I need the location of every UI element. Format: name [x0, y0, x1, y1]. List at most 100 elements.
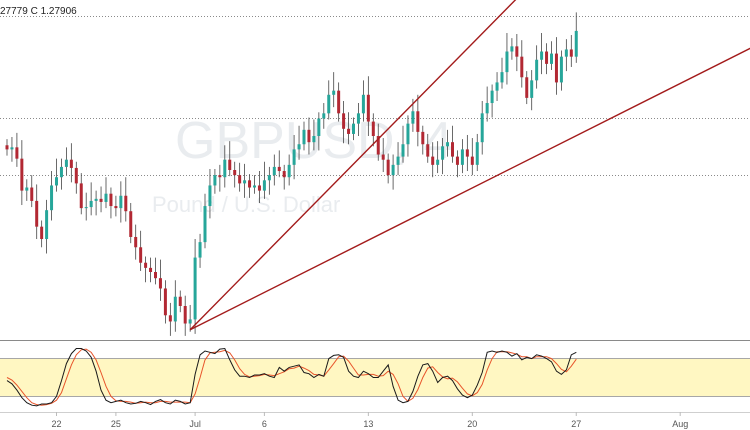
- candle-body-up: [490, 90, 494, 104]
- candle: [366, 76, 370, 136]
- candle: [446, 129, 450, 157]
- candle: [406, 115, 410, 157]
- candle: [421, 125, 425, 155]
- candle: [292, 134, 296, 180]
- candle: [391, 154, 395, 190]
- candle-body-up: [495, 82, 499, 91]
- candle-body-up: [505, 51, 509, 73]
- candle-body-up: [287, 164, 291, 178]
- candle-body-down: [149, 267, 153, 272]
- candle: [564, 39, 568, 72]
- candle: [327, 80, 331, 120]
- candle: [134, 224, 138, 260]
- candle-body-up: [50, 185, 54, 211]
- candle-body-down: [455, 156, 459, 165]
- candle-body-up: [208, 185, 212, 207]
- candle-body-down: [307, 129, 311, 143]
- candle: [99, 186, 103, 213]
- candle: [89, 182, 93, 216]
- candle-body-up: [550, 53, 553, 64]
- candle-body-down: [79, 183, 83, 209]
- stochastic-pane: [0, 347, 750, 407]
- candle-body-down: [233, 170, 237, 176]
- candle-body-down: [277, 166, 281, 172]
- candle-body-up: [441, 146, 445, 160]
- candle: [356, 103, 360, 136]
- candle: [248, 174, 252, 198]
- candle-body-up: [25, 187, 29, 191]
- candle-body-down: [129, 211, 133, 237]
- candle: [574, 12, 578, 63]
- candle-body-down: [366, 94, 370, 122]
- candle: [505, 32, 509, 85]
- candle-body-up: [460, 149, 464, 165]
- candle: [30, 175, 34, 208]
- time-axis: 22 25 Jul 6 13 20 27 Aug: [51, 412, 688, 429]
- candle-body-up: [104, 193, 108, 202]
- candle-body-up: [292, 149, 296, 165]
- trendline[interactable]: [189, 41, 750, 331]
- candle: [223, 145, 227, 188]
- candle: [64, 147, 68, 176]
- candle-body-up: [84, 207, 88, 209]
- candle: [104, 177, 108, 209]
- candle-body-up: [94, 198, 98, 201]
- trendlines[interactable]: [189, 0, 750, 331]
- candle-body-up: [411, 111, 415, 124]
- candle-body-down: [431, 156, 435, 165]
- candle: [337, 82, 341, 122]
- candle: [381, 138, 385, 173]
- candle-body-up: [119, 195, 123, 209]
- candle: [55, 158, 58, 192]
- candle: [554, 37, 558, 95]
- candle: [480, 100, 484, 155]
- candle-body-down: [40, 226, 44, 240]
- trendline[interactable]: [189, 0, 576, 331]
- candle-body-up: [302, 129, 306, 145]
- candle-body-up: [64, 159, 68, 167]
- candle: [10, 137, 14, 162]
- candle: [545, 43, 549, 75]
- candle: [267, 166, 271, 195]
- candle: [535, 45, 539, 89]
- candle-body-down: [35, 200, 39, 227]
- candle: [282, 164, 286, 190]
- candle-body-down: [30, 187, 34, 201]
- candle-body-up: [510, 46, 514, 52]
- candle: [287, 154, 291, 186]
- candle: [109, 187, 113, 219]
- candle-body-up: [59, 166, 63, 178]
- candle-body-up: [45, 210, 49, 240]
- watermark-subtitle: Pound / U.S. Dollar: [152, 192, 340, 217]
- stoch-d-line: [6, 348, 577, 406]
- candle: [540, 32, 544, 75]
- candle: [460, 139, 464, 174]
- candle-body-down: [371, 121, 375, 136]
- candle: [342, 100, 346, 144]
- candle-body-up: [530, 80, 534, 98]
- candle-body-up: [203, 206, 207, 243]
- candle-body-up: [401, 144, 405, 157]
- candle: [238, 162, 242, 192]
- candle-body-down: [109, 193, 113, 207]
- candle: [515, 34, 519, 72]
- horizontal-levels: [0, 16, 750, 176]
- candle-body-down: [99, 198, 103, 202]
- candle-body-up: [446, 142, 450, 147]
- candle-body-down: [248, 180, 252, 188]
- candle-body-up: [396, 156, 400, 165]
- candle-body-down: [376, 136, 380, 155]
- candle: [158, 259, 162, 301]
- candle: [361, 80, 365, 122]
- candle-body-up: [223, 159, 227, 178]
- candle: [59, 158, 63, 190]
- candle: [173, 280, 177, 332]
- candle: [35, 184, 39, 240]
- candle: [188, 304, 192, 332]
- candle: [129, 202, 133, 244]
- candle-body-down: [426, 144, 430, 157]
- candle: [352, 117, 355, 141]
- candle: [332, 72, 336, 108]
